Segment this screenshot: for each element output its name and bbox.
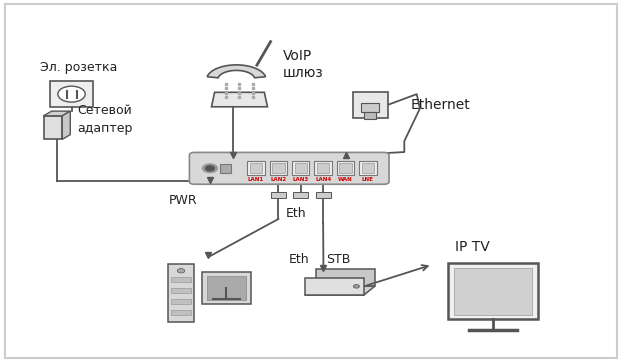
Circle shape bbox=[205, 166, 214, 171]
Polygon shape bbox=[44, 111, 70, 116]
Bar bbox=[220, 164, 231, 173]
Text: Eth: Eth bbox=[285, 207, 306, 220]
Bar bbox=[269, 161, 287, 175]
Text: Эл. розетка: Эл. розетка bbox=[40, 61, 118, 74]
Text: LAN3: LAN3 bbox=[292, 177, 309, 182]
Polygon shape bbox=[207, 65, 266, 78]
Bar bbox=[448, 264, 538, 319]
Text: STB: STB bbox=[327, 253, 351, 266]
Polygon shape bbox=[305, 278, 364, 295]
Bar bbox=[315, 192, 331, 198]
Bar bbox=[361, 163, 374, 173]
Polygon shape bbox=[211, 92, 267, 107]
Bar bbox=[249, 163, 262, 173]
Text: Ethernet: Ethernet bbox=[411, 98, 470, 112]
Bar bbox=[339, 163, 351, 173]
Bar bbox=[364, 112, 376, 119]
Text: PWR: PWR bbox=[169, 194, 197, 207]
Text: VoIP
шлюз: VoIP шлюз bbox=[283, 49, 324, 80]
Bar bbox=[202, 272, 251, 304]
Bar bbox=[454, 268, 532, 315]
Bar bbox=[171, 277, 191, 282]
Bar bbox=[50, 81, 93, 107]
Bar bbox=[171, 288, 191, 293]
Bar bbox=[171, 299, 191, 304]
Bar bbox=[247, 161, 265, 175]
Text: LAN4: LAN4 bbox=[315, 177, 332, 182]
Bar bbox=[317, 163, 330, 173]
Bar bbox=[337, 161, 354, 175]
FancyBboxPatch shape bbox=[189, 152, 389, 184]
Bar bbox=[171, 310, 191, 315]
Polygon shape bbox=[62, 111, 70, 139]
Bar bbox=[271, 192, 285, 198]
Text: LNE: LNE bbox=[362, 177, 374, 182]
Circle shape bbox=[177, 269, 185, 273]
Text: IP TV: IP TV bbox=[455, 240, 490, 254]
Bar bbox=[293, 192, 308, 198]
Bar bbox=[292, 161, 309, 175]
Circle shape bbox=[202, 164, 218, 173]
Bar bbox=[168, 264, 194, 322]
Bar bbox=[361, 103, 379, 112]
Text: LAN1: LAN1 bbox=[248, 177, 264, 182]
Bar bbox=[272, 163, 284, 173]
Bar bbox=[207, 276, 246, 300]
Bar bbox=[294, 163, 307, 173]
Bar bbox=[44, 116, 62, 139]
Bar bbox=[353, 92, 388, 118]
Circle shape bbox=[58, 86, 85, 102]
Bar bbox=[359, 161, 376, 175]
Text: Eth: Eth bbox=[289, 253, 310, 266]
Circle shape bbox=[353, 285, 360, 288]
Text: LAN2: LAN2 bbox=[271, 177, 286, 182]
Text: WAN: WAN bbox=[338, 177, 353, 182]
Bar bbox=[314, 161, 332, 175]
Text: Сетевой
адаптер: Сетевой адаптер bbox=[78, 104, 133, 135]
Polygon shape bbox=[316, 269, 375, 286]
Polygon shape bbox=[305, 286, 375, 295]
